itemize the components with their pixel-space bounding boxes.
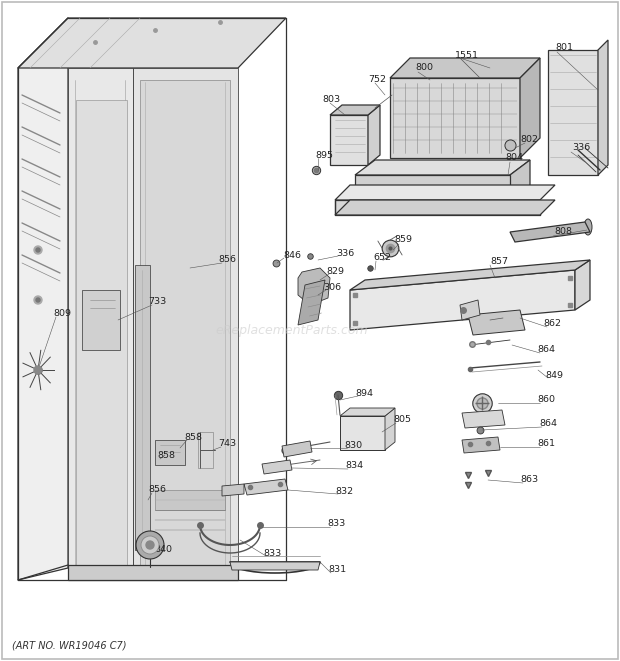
Text: 895: 895 [315,151,333,159]
Polygon shape [510,222,590,242]
Circle shape [146,541,154,549]
Polygon shape [368,105,380,165]
Polygon shape [68,68,133,580]
Text: 733: 733 [148,297,166,307]
Polygon shape [18,18,68,580]
Text: 840: 840 [154,545,172,553]
Polygon shape [390,78,520,158]
Text: 803: 803 [322,95,340,104]
Polygon shape [18,18,286,68]
Polygon shape [76,100,127,570]
Polygon shape [82,290,120,350]
Text: 894: 894 [355,389,373,397]
Polygon shape [330,105,380,115]
Text: 800: 800 [415,63,433,73]
Polygon shape [68,565,238,580]
Text: 336: 336 [336,249,354,258]
Text: 802: 802 [520,136,538,145]
Polygon shape [135,265,150,550]
Text: 829: 829 [326,266,344,276]
Text: 857: 857 [490,258,508,266]
Text: eReplacementParts.com: eReplacementParts.com [215,324,368,337]
Polygon shape [335,185,555,200]
Polygon shape [155,490,225,510]
Text: 652: 652 [373,254,391,262]
Text: (ART NO. WR19046 C7): (ART NO. WR19046 C7) [12,641,126,651]
Polygon shape [222,484,244,496]
Circle shape [36,248,40,252]
Text: 862: 862 [543,319,561,329]
Polygon shape [282,441,312,457]
Text: 864: 864 [539,420,557,428]
Text: 805: 805 [393,416,411,424]
Polygon shape [462,437,500,453]
Text: 859: 859 [394,235,412,245]
Polygon shape [298,280,325,325]
Polygon shape [350,260,590,290]
Text: 743: 743 [218,440,236,449]
Text: 830: 830 [344,440,362,449]
Text: 832: 832 [335,486,353,496]
Polygon shape [468,310,525,335]
Text: 863: 863 [520,475,538,485]
Ellipse shape [584,219,592,235]
Text: 306: 306 [323,282,341,292]
Polygon shape [598,40,608,175]
Circle shape [34,246,42,254]
Text: 336: 336 [572,143,590,153]
Polygon shape [390,58,540,78]
Text: 833: 833 [263,549,281,557]
Polygon shape [340,408,395,416]
Text: 860: 860 [537,395,555,405]
Polygon shape [385,408,395,450]
Text: 834: 834 [345,461,363,471]
Polygon shape [510,160,530,200]
Circle shape [36,298,40,302]
Text: 804: 804 [505,153,523,163]
Polygon shape [355,160,530,175]
Polygon shape [330,115,368,165]
Circle shape [34,296,42,304]
Polygon shape [335,200,555,215]
Polygon shape [575,260,590,310]
Text: 846: 846 [283,251,301,260]
Text: 858: 858 [157,451,175,461]
Text: 856: 856 [148,485,166,494]
Text: 858: 858 [184,432,202,442]
Polygon shape [335,200,540,215]
Polygon shape [230,562,320,570]
Text: 831: 831 [328,566,346,574]
Text: 833: 833 [327,520,345,529]
Text: 809: 809 [53,309,71,319]
Polygon shape [244,479,288,495]
Circle shape [136,531,164,559]
Polygon shape [355,175,510,200]
Text: 856: 856 [218,256,236,264]
Text: 1551: 1551 [455,50,479,59]
Polygon shape [262,460,292,474]
Polygon shape [462,410,505,428]
Text: 864: 864 [537,346,555,354]
Text: 861: 861 [537,440,555,449]
Text: 849: 849 [545,371,563,379]
Polygon shape [133,68,238,580]
Polygon shape [155,440,185,465]
Polygon shape [350,270,575,330]
Circle shape [141,536,159,554]
Polygon shape [140,80,230,570]
Polygon shape [340,416,385,450]
Polygon shape [460,300,480,320]
Polygon shape [548,50,598,175]
Circle shape [34,366,42,374]
Polygon shape [520,58,540,158]
Text: 801: 801 [555,44,573,52]
Text: 752: 752 [368,75,386,85]
Text: 808: 808 [554,227,572,237]
Polygon shape [298,268,330,305]
